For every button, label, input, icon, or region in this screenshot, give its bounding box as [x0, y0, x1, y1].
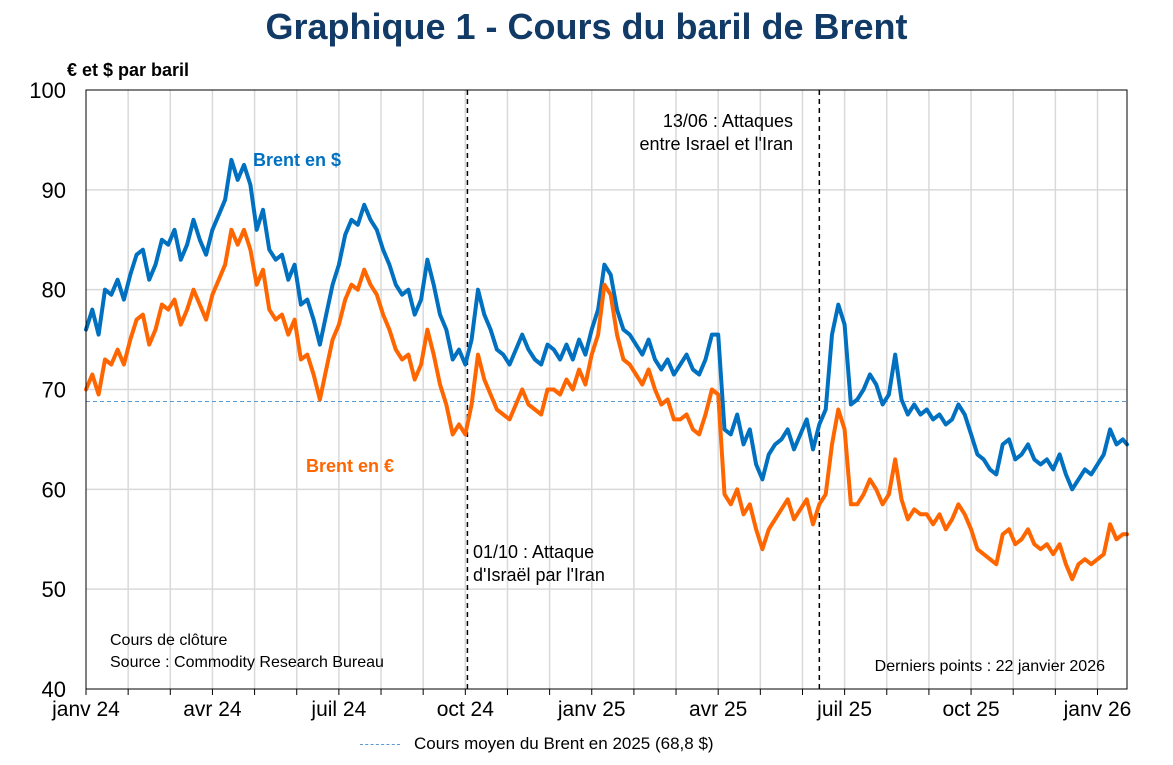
x-tick-label: janv 25: [557, 698, 626, 721]
x-tick-label: avr 25: [689, 698, 747, 721]
chart-title: Graphique 1 - Cours du baril de Brent: [265, 6, 908, 47]
x-tick-label: oct 24: [437, 698, 495, 721]
series-label-usd: Brent en $: [253, 150, 341, 170]
y-axis-unit-label: € et $ par baril: [67, 60, 190, 80]
y-tick-label-80: 80: [42, 278, 66, 303]
legend: Cours moyen du Brent en 2025 (68,8 $): [360, 734, 714, 754]
event-label-jun25-line1: 13/06 : Attaques: [663, 111, 793, 131]
y-tick-label-60: 60: [42, 477, 66, 502]
series-label-eur: Brent en €: [306, 456, 394, 476]
series-line-brent-usd: [84, 157, 1129, 492]
last-points-note: Derniers points : 22 janvier 2026: [875, 658, 1105, 675]
event-label-jun25-line2: entre Israel et l'Iran: [639, 134, 793, 154]
x-tick-label: janv 24: [51, 698, 120, 721]
x-tick-label: janv 26: [1063, 698, 1132, 721]
grid-lines: [86, 90, 1127, 689]
x-tick-label: juil 24: [310, 698, 366, 721]
series-lines: [84, 157, 1129, 582]
event-label-oct24-line1: 01/10 : Attaque: [473, 542, 594, 562]
legend-dashed-swatch: [360, 743, 400, 745]
event-markers: [466, 90, 821, 689]
y-axis: 40 50 60 70 80 90 100: [29, 78, 66, 702]
event-label-oct24-line2: d'Israël par l'Iran: [473, 565, 605, 585]
y-tick-label-40: 40: [42, 677, 66, 702]
source-note-closing: Cours de clôture: [110, 632, 227, 649]
y-tick-label-50: 50: [42, 577, 66, 602]
legend-reference-label: Cours moyen du Brent en 2025 (68,8 $): [414, 734, 714, 753]
x-tick-label: oct 25: [942, 698, 999, 721]
plot-area-frame: [85, 89, 1128, 690]
x-tick-label: juil 25: [816, 698, 872, 721]
y-tick-label-70: 70: [42, 378, 66, 403]
source-note-source: Source : Commodity Research Bureau: [110, 654, 384, 671]
x-tick-label: avr 24: [183, 698, 242, 721]
series-line-brent-eur: [84, 227, 1129, 582]
x-axis: janv 24 avr 24 juil 24 oct 24 janv 25 avr 25 j…: [51, 689, 1131, 721]
y-tick-label-90: 90: [42, 178, 66, 203]
y-tick-label-100: 100: [29, 78, 66, 103]
